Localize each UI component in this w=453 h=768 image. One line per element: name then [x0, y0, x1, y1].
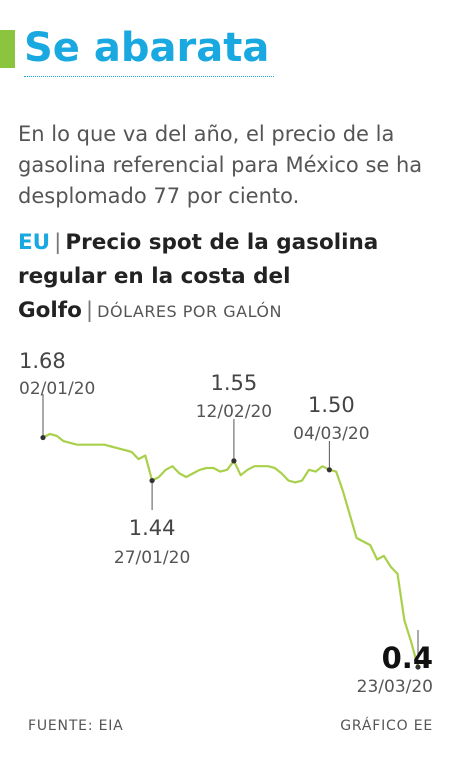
- unit-label: DÓLARES POR GALÓN: [97, 302, 282, 321]
- accent-bar: [0, 30, 15, 68]
- annotation-value: 1.44: [129, 516, 176, 540]
- chart-title: Precio spot de la gasolina regular en la…: [18, 230, 379, 323]
- line-chart: 1.68 02/01/20 1.44 27/01/20 1.55 12/02/20 1.50…: [19, 349, 433, 697]
- data-point-marker: [326, 467, 332, 473]
- data-point-marker: [40, 434, 46, 441]
- annotation-value: 1.68: [19, 349, 66, 373]
- price-series-line: [41, 432, 420, 669]
- separator: |: [85, 298, 94, 323]
- region-label: EU: [18, 230, 51, 255]
- annotation-layer: 1.68 02/01/20 1.44 27/01/20 1.55 12/02/20 1.50…: [19, 349, 433, 697]
- annotation-value: 1.55: [211, 371, 258, 395]
- annotation-date: 12/02/20: [196, 402, 272, 422]
- annotation-date: 23/03/20: [357, 677, 433, 697]
- headline: Se abarata: [24, 25, 270, 71]
- headline-rule: [24, 76, 274, 77]
- credit-label: GRÁFICO EE: [340, 718, 433, 734]
- annotation-date: 04/03/20: [293, 424, 369, 444]
- chart-heading: EU | Precio spot de la gasolina regular en…: [18, 226, 443, 329]
- annotation-date: 02/01/20: [19, 379, 95, 399]
- annotation-date: 27/01/20: [114, 548, 190, 568]
- annotation-value: 1.50: [308, 393, 355, 417]
- subtitle: En lo que va del año, el precio de la ga…: [18, 122, 423, 208]
- annotation-value: 0.4: [382, 641, 433, 675]
- source-label: FUENTE: EIA: [28, 718, 124, 734]
- separator: |: [54, 230, 62, 255]
- data-point-marker: [231, 458, 237, 464]
- data-point-marker: [415, 664, 421, 670]
- data-point-marker: [149, 477, 155, 484]
